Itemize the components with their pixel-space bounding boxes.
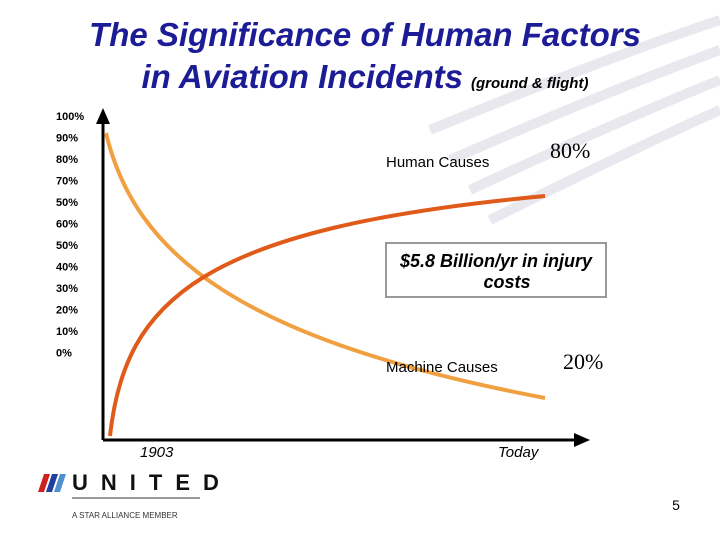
- y-axis-label: 40%: [56, 262, 78, 274]
- machine-curve: [104, 132, 546, 400]
- logo-name: UNITED: [72, 470, 232, 495]
- y-axis-label: 90%: [56, 133, 78, 145]
- x-label: Today: [498, 444, 540, 461]
- y-axis-label: 0%: [56, 348, 72, 360]
- label: Machine Causes: [386, 359, 498, 376]
- human-curve: [108, 194, 546, 437]
- background-swoosh: [428, 15, 720, 225]
- y-axis-label: 60%: [56, 219, 78, 231]
- cost-text: costs: [483, 272, 530, 292]
- y-axis-label: 100%: [56, 111, 84, 123]
- label: 20%: [563, 349, 603, 374]
- logo: UNITED A STAR ALLIANCE MEMBER: [38, 470, 232, 520]
- label: Human Causes: [386, 154, 489, 171]
- axes: [96, 108, 590, 447]
- y-axis-label: 70%: [56, 176, 78, 188]
- label: 80%: [550, 138, 590, 163]
- page-number: 5: [672, 497, 680, 513]
- y-axis-label: 10%: [56, 326, 78, 338]
- y-axis-label: 50%: [56, 197, 78, 209]
- y-axis-label: 80%: [56, 154, 78, 166]
- title-note: (ground & flight): [471, 75, 588, 92]
- logo-tagline: A STAR ALLIANCE MEMBER: [72, 511, 178, 520]
- x-label: 1903: [140, 444, 174, 461]
- y-axis-label: 20%: [56, 305, 78, 317]
- y-axis-label: 30%: [56, 283, 78, 295]
- cost-text: $5.8 Billion/yr in injury: [399, 251, 593, 271]
- cost-box: [385, 242, 607, 298]
- title-line: The Significance of Human Factors: [89, 16, 641, 53]
- y-axis-labels: 100% 90% 80% 70% 50% 60% 50% 40% 30% 20% 10% 0%: [56, 111, 84, 360]
- title-line: in Aviation Incidents: [142, 58, 463, 95]
- logo-tulip: [38, 474, 66, 492]
- y-axis-label: 50%: [56, 240, 78, 252]
- title-line: in Aviation Incidents (ground & flight): [142, 58, 589, 95]
